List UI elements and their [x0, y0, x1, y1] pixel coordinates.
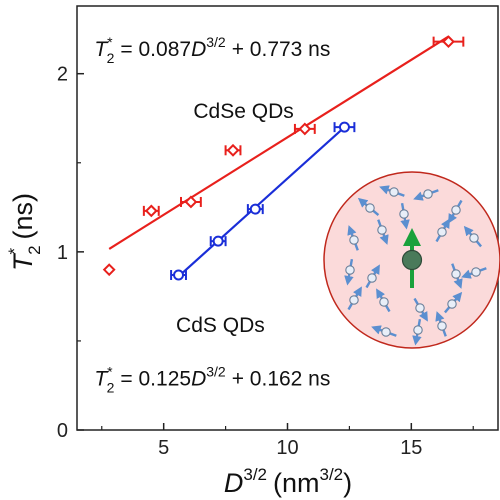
data-point — [442, 35, 455, 49]
spin-dot — [471, 267, 481, 277]
data-point — [249, 203, 261, 215]
y-tick-label: 2 — [57, 64, 68, 86]
spin-dot — [451, 269, 461, 279]
data-point — [226, 143, 240, 157]
cdse-fit-equation: T* 2 = 0.087D3/2 + 0.773 ns — [94, 34, 330, 66]
data-point — [212, 235, 224, 247]
data-point — [173, 269, 185, 281]
central-spin-dot — [401, 249, 423, 271]
spin-dot — [365, 203, 375, 213]
eq-var-exp: 3/2 — [206, 34, 226, 50]
eq-rhs-post: + 0.162 ns — [232, 367, 331, 390]
spin-dot — [399, 209, 409, 219]
eq-var: D — [191, 38, 206, 61]
fit-line-1 — [177, 126, 346, 278]
eq-lhs-sup: * — [107, 34, 113, 50]
data-point — [338, 121, 350, 133]
y-axis-var: T — [8, 252, 38, 271]
x-axis-title: D3/2 (nm3/2) — [224, 465, 352, 498]
spin-dot — [367, 273, 377, 283]
x-axis-var-exp: 3/2 — [243, 465, 267, 484]
axis-ticks: 5 10 15 0 1 2 — [57, 64, 474, 459]
spin-dot — [451, 205, 461, 215]
y-axis-unit: (ns) — [8, 193, 38, 240]
eq-var-exp: 3/2 — [206, 363, 226, 379]
x-axis-var: D — [224, 468, 244, 498]
eq-var: D — [191, 367, 206, 390]
eq-lhs-sub: 2 — [107, 50, 115, 66]
data-point — [298, 122, 312, 136]
y-axis-title: T*2 (ns) — [5, 193, 44, 271]
spin-dot — [423, 189, 433, 199]
x-tick-label: 5 — [158, 437, 169, 459]
fit-line-0 — [108, 35, 450, 250]
eq-rhs-post: + 0.773 ns — [232, 38, 331, 61]
x-tick-label: 10 — [276, 437, 298, 459]
spin-dot — [377, 225, 387, 235]
spin-bath-inset — [323, 171, 500, 349]
spin-dot — [469, 233, 479, 243]
spin-dot — [381, 327, 391, 337]
x-axis-unit-exp: 3/2 — [320, 465, 344, 484]
y-axis-var-sub: 2 — [25, 245, 44, 254]
x-axis-unit-open: (nm — [273, 468, 320, 498]
cds-label: CdS QDs — [176, 314, 265, 337]
y-tick-label: 1 — [57, 242, 68, 264]
spin-dot — [437, 227, 447, 237]
eq-lhs-sub: 2 — [107, 379, 115, 395]
central-spin-head — [403, 228, 421, 246]
cds-fit-equation: T* 2 = 0.125D3/2 + 0.162 ns — [94, 363, 330, 395]
spin-dot — [349, 295, 359, 305]
data-points — [102, 35, 465, 281]
data-point — [184, 195, 198, 209]
spin-dot — [413, 325, 423, 335]
x-tick-label: 15 — [400, 437, 422, 459]
eq-lhs-sup: * — [107, 363, 113, 379]
spin-dot — [437, 321, 447, 331]
x-axis-unit-close: ) — [343, 468, 352, 498]
spin-dot — [345, 265, 355, 275]
spin-dot — [447, 299, 457, 309]
data-point — [144, 204, 158, 218]
eq-rhs-pre: = 0.087 — [120, 38, 191, 61]
eq-lhs: T — [94, 367, 109, 390]
y-tick-label: 0 — [57, 420, 68, 442]
fit-lines — [108, 35, 450, 278]
y-axis-var-sup: * — [5, 248, 24, 255]
eq-lhs: T — [94, 38, 109, 61]
spin-dot — [389, 187, 399, 197]
spin-dot — [349, 235, 359, 245]
eq-rhs-pre: = 0.125 — [120, 367, 191, 390]
spin-dot — [379, 297, 389, 307]
spin-dot — [415, 303, 425, 313]
cdse-label: CdSe QDs — [193, 100, 293, 123]
data-point — [102, 263, 116, 277]
